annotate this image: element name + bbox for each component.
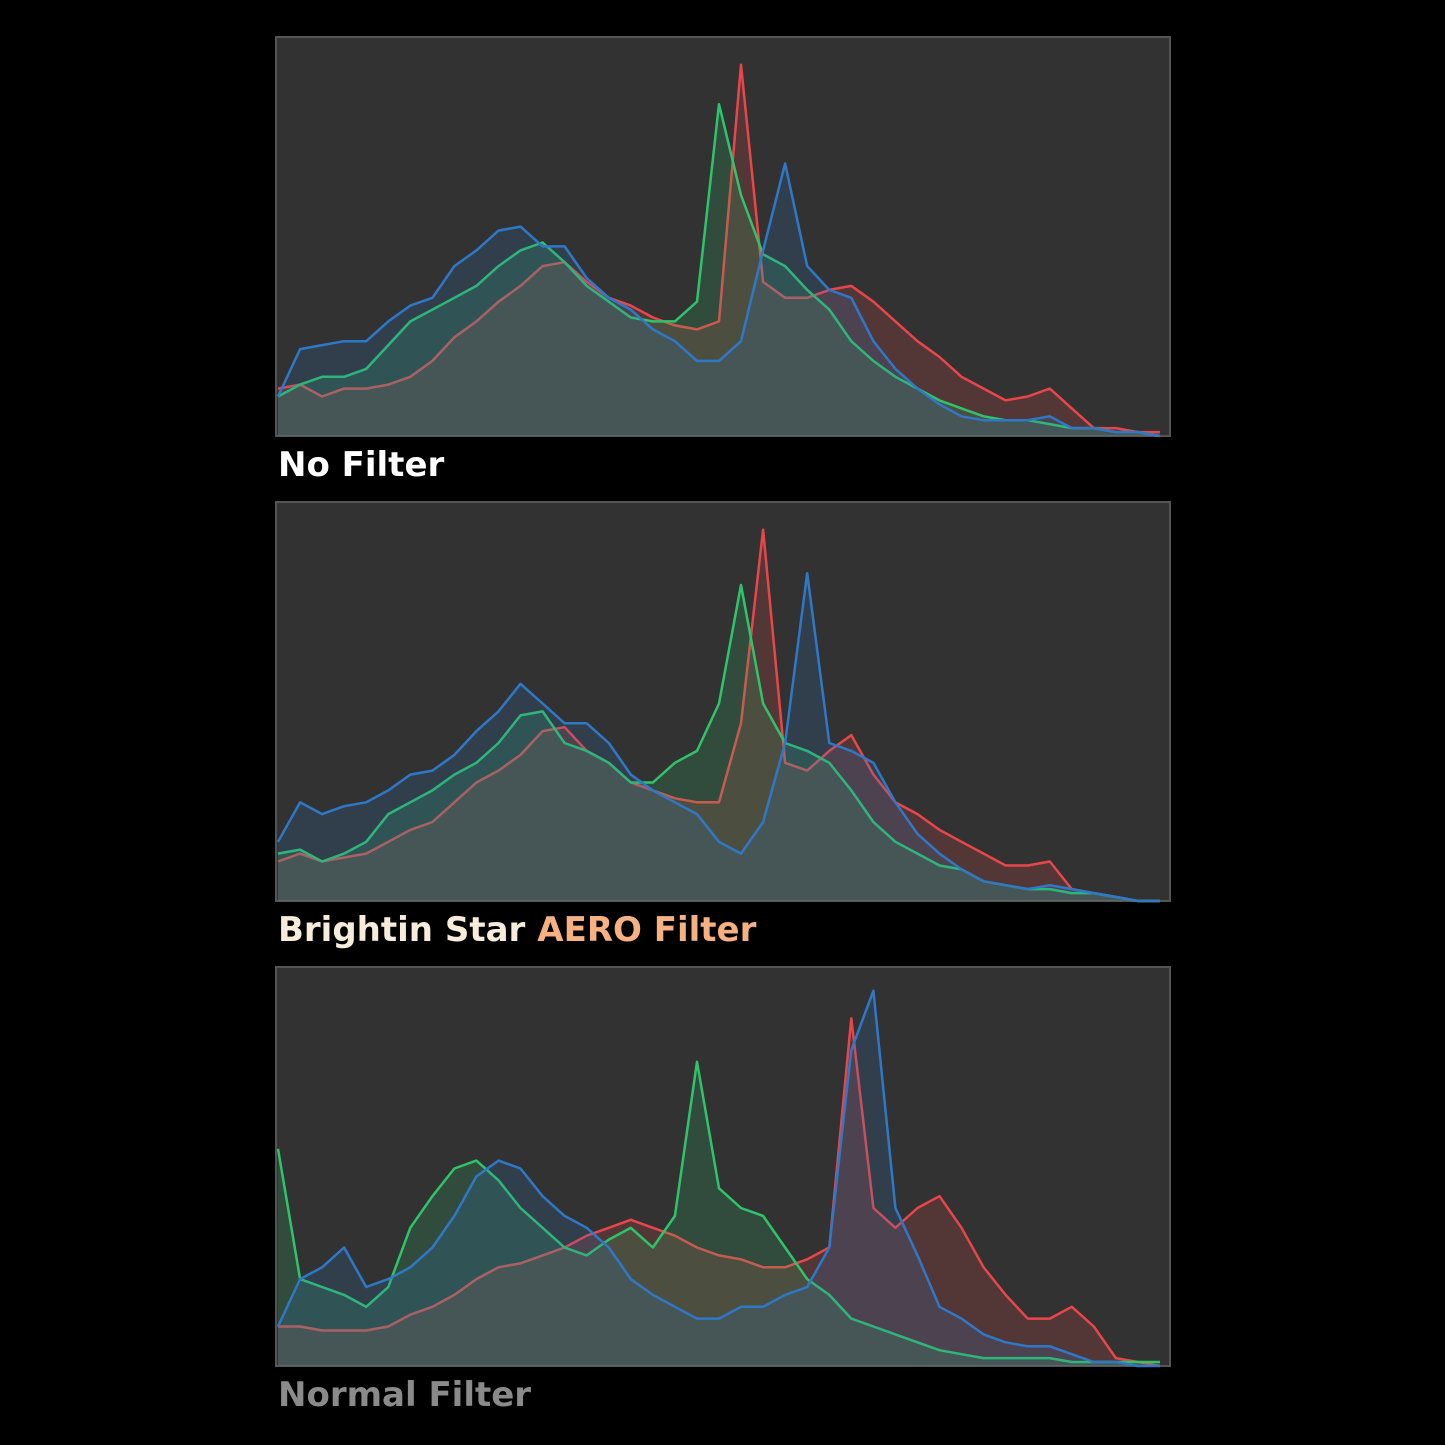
series-line: [277, 63, 1160, 434]
series-line: [278, 1017, 1161, 1368]
series-area: [278, 529, 1160, 901]
chart-title: No Filter: [278, 445, 444, 485]
title-part: Brightin Star: [278, 910, 526, 950]
series-area: [278, 585, 1160, 901]
chart-title: Normal Filter: [278, 1375, 531, 1415]
panel: [275, 36, 1171, 437]
series-area: [278, 1061, 1160, 1366]
series-line: [276, 989, 1160, 1368]
series-line: [276, 162, 1161, 438]
title-part: Normal Filter: [278, 1375, 531, 1415]
series-area: [278, 64, 1160, 436]
chart-title: Brightin Star AERO Filter: [278, 910, 757, 950]
series-area: [278, 1018, 1160, 1366]
title-part: AERO Filter: [537, 910, 756, 950]
title-part: No Filter: [278, 445, 444, 485]
series-line: [276, 571, 1160, 903]
panel: [275, 501, 1171, 902]
series-area: [278, 573, 1160, 901]
series-line: [277, 528, 1160, 903]
series-line: [276, 1060, 1160, 1364]
panel: [275, 966, 1171, 1367]
series-area: [278, 104, 1160, 436]
series-area: [278, 990, 1160, 1366]
